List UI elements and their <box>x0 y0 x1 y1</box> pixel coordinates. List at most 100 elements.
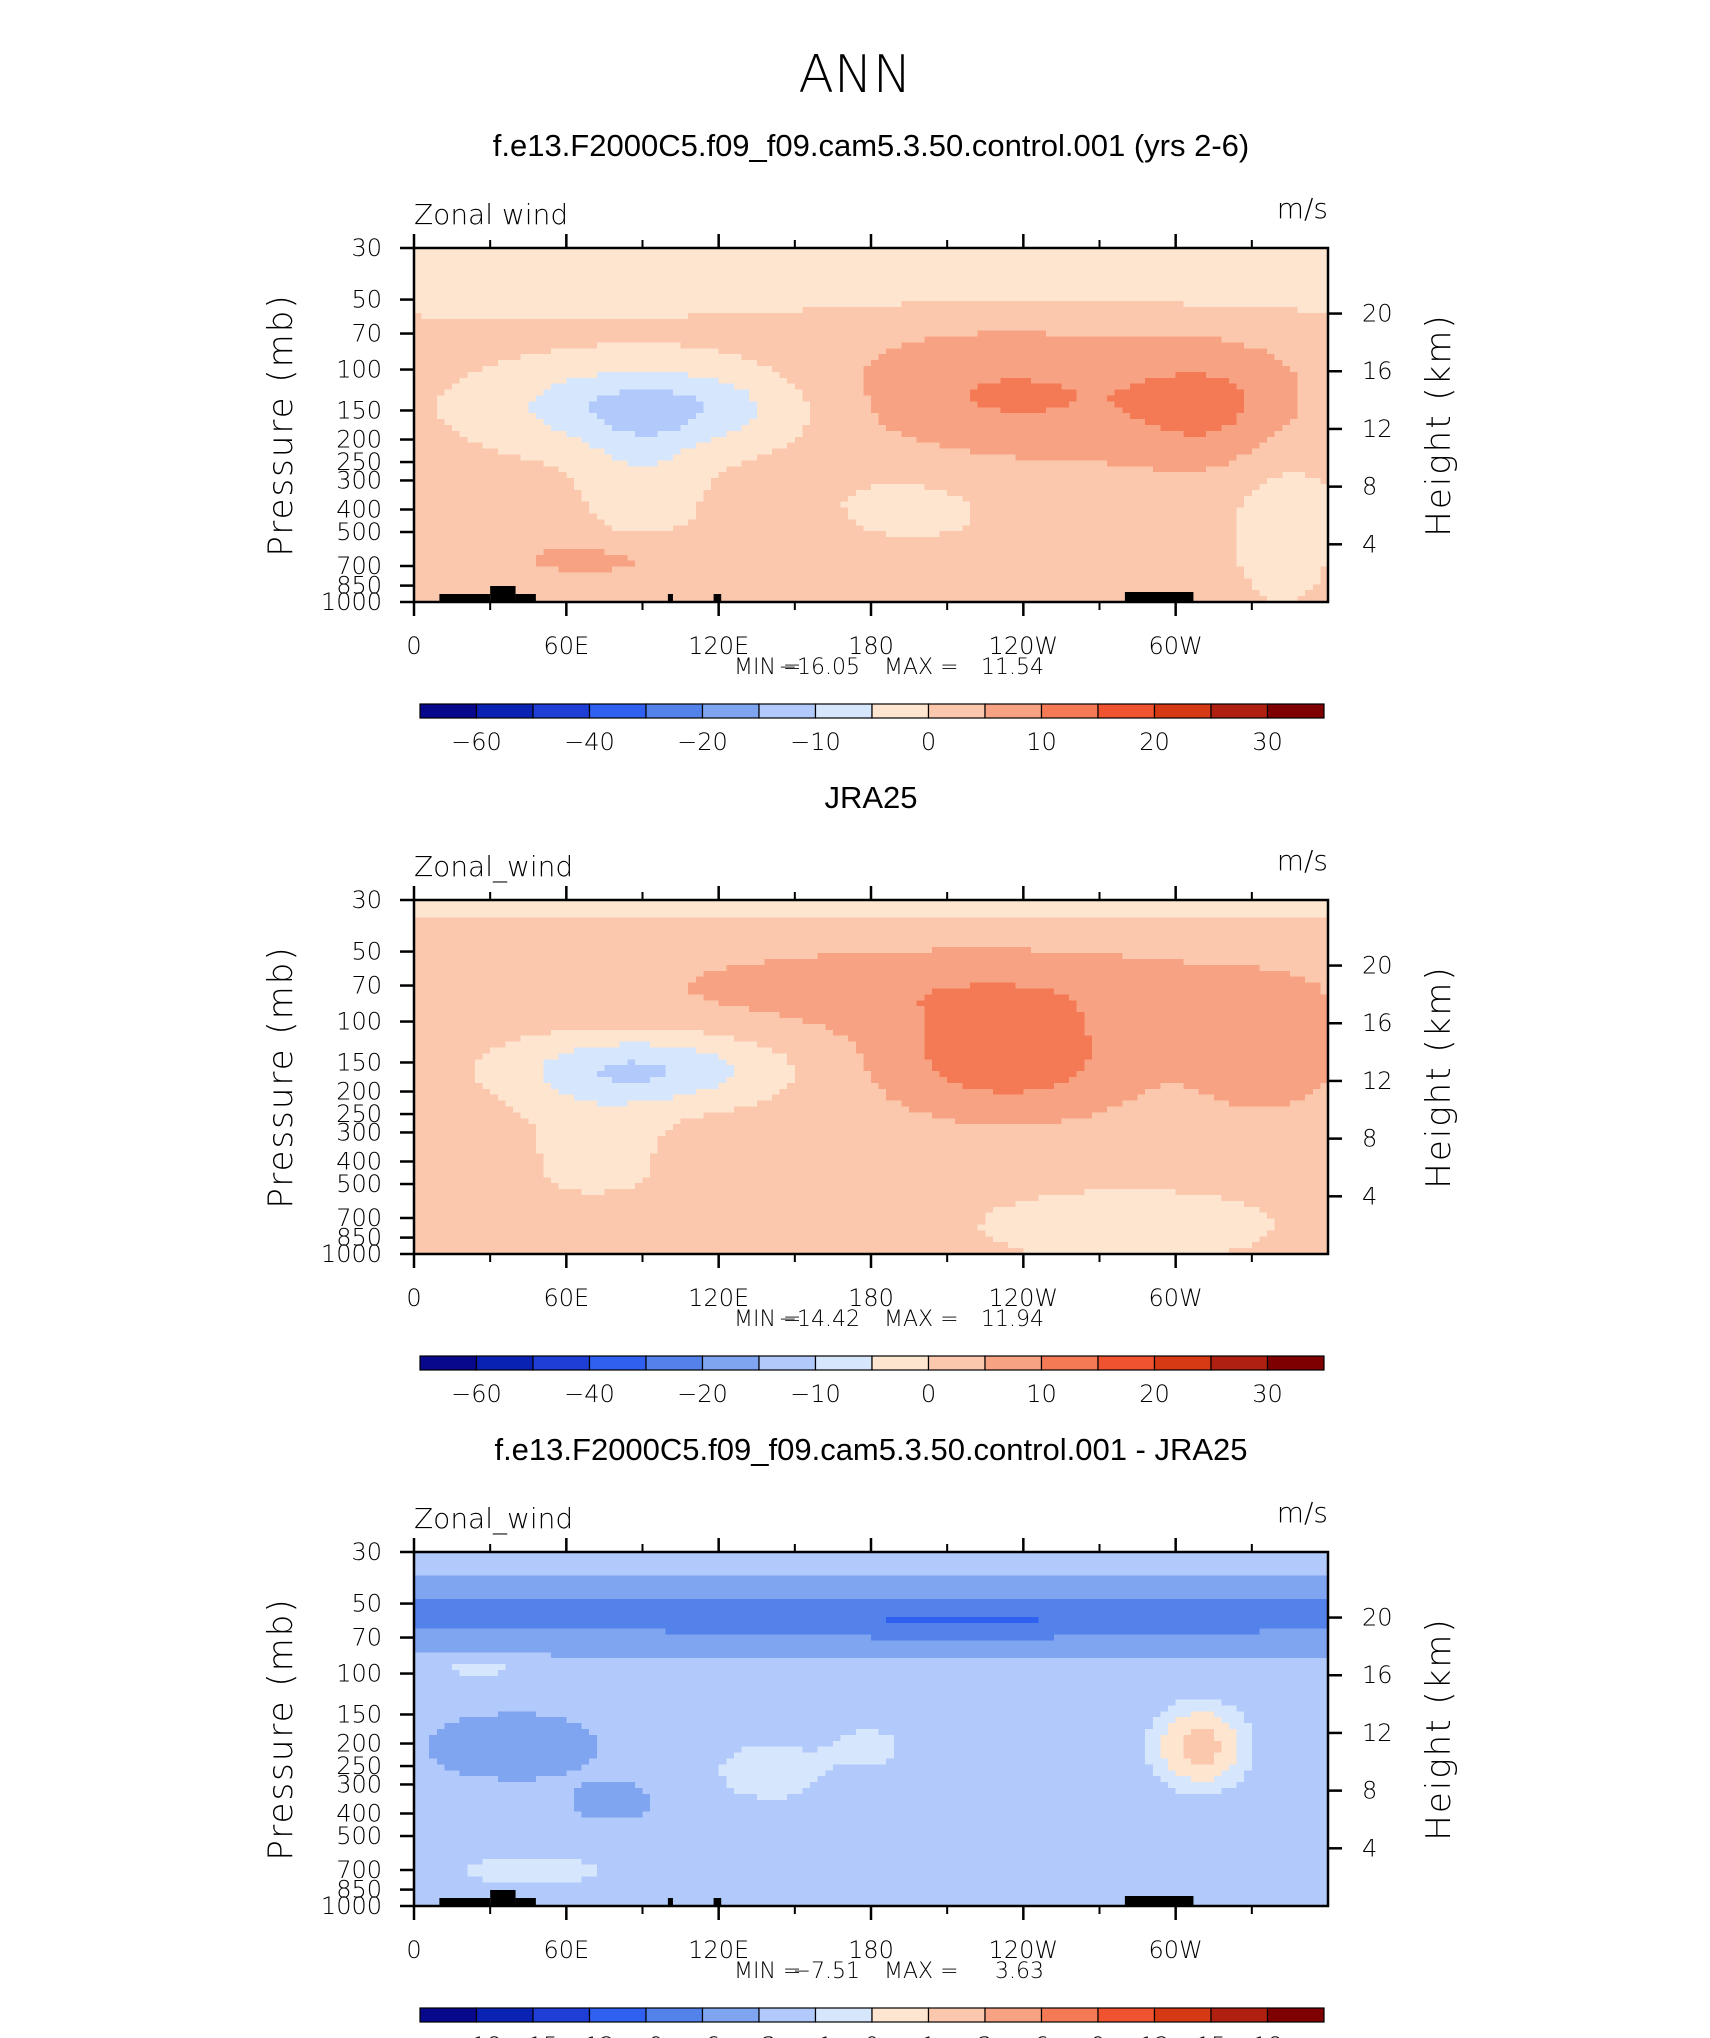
contour-cell <box>1114 324 1123 332</box>
contour-cell <box>642 289 651 296</box>
contour-cell <box>832 383 842 391</box>
contour-cell <box>787 324 796 332</box>
contour-cell <box>939 307 948 314</box>
contour-cell <box>474 277 484 284</box>
contour-cell <box>612 484 621 491</box>
contour-cell <box>954 348 963 355</box>
contour-cell <box>1122 354 1131 361</box>
contour-cell <box>497 265 506 273</box>
contour-cell <box>764 330 773 338</box>
contour-cell <box>787 442 796 450</box>
contour-cell <box>1000 425 1009 432</box>
contour-cell <box>558 348 567 355</box>
contour-cell <box>1145 371 1154 379</box>
contour-cell <box>794 354 804 361</box>
contour-cell <box>741 318 750 326</box>
contour-cell <box>1030 366 1040 373</box>
contour-cell <box>1221 307 1230 314</box>
contour-cell <box>886 478 895 485</box>
contour-cell <box>452 301 461 308</box>
contour-cell <box>787 436 796 444</box>
contour-cell <box>513 401 522 408</box>
contour-cell <box>1114 289 1123 296</box>
contour-cell <box>520 283 529 290</box>
contour-cell <box>810 419 819 426</box>
contour-cell <box>1221 425 1230 432</box>
contour-cell <box>756 430 765 438</box>
contour-cell <box>802 395 811 402</box>
contour-cell <box>650 301 659 308</box>
contour-cell <box>665 389 674 397</box>
contour-cell <box>718 265 727 273</box>
contour-cell <box>680 472 689 479</box>
contour-cell <box>1099 454 1108 461</box>
contour-cell <box>1213 295 1222 302</box>
contour-cell <box>604 430 613 438</box>
contour-cell <box>452 312 461 320</box>
contour-cell <box>1190 430 1200 438</box>
contour-cell <box>452 253 461 261</box>
contour-cell <box>749 289 758 296</box>
contour-cell <box>642 371 651 379</box>
contour-cell <box>871 401 880 408</box>
contour-cell <box>1038 330 1047 338</box>
contour-cell <box>1084 277 1093 284</box>
contour-cell <box>779 312 788 320</box>
contour-cell <box>992 389 1002 397</box>
contour-cell <box>893 472 903 479</box>
contour-cell <box>802 324 811 332</box>
contour-cell <box>414 454 423 461</box>
contour-cell <box>1114 454 1123 461</box>
contour-cell <box>1061 348 1070 355</box>
contour-cell <box>817 277 826 284</box>
contour-cell <box>1076 413 1085 420</box>
contour-cell <box>581 430 590 438</box>
contour-cell <box>1305 330 1314 338</box>
contour-cell <box>817 342 826 349</box>
contour-cell <box>954 336 963 343</box>
contour-cell <box>513 389 522 397</box>
contour-cell <box>1122 395 1131 402</box>
contour-cell <box>886 366 895 373</box>
contour-cell <box>1152 348 1162 355</box>
contour-cell <box>901 283 910 290</box>
contour-cell <box>733 489 743 497</box>
contour-cell <box>459 401 468 408</box>
contour-cell <box>672 466 682 473</box>
contour-cell <box>871 484 880 491</box>
contour-cell <box>688 330 697 338</box>
contour-cell <box>1114 401 1123 408</box>
contour-cell <box>924 259 933 267</box>
contour-cell <box>1206 277 1215 284</box>
contour-cell <box>551 430 560 438</box>
contour-cell <box>657 383 666 391</box>
contour-cell <box>1259 360 1268 367</box>
contour-cell <box>634 259 644 267</box>
contour-cell <box>832 466 842 473</box>
contour-cell <box>909 271 918 279</box>
contour-cell <box>992 395 1002 402</box>
contour-cell <box>909 348 918 355</box>
contour-cell <box>1114 430 1123 438</box>
contour-cell <box>1259 253 1268 261</box>
contour-cell <box>947 460 956 467</box>
contour-cell <box>733 265 743 273</box>
contour-cell <box>1076 342 1085 349</box>
contour-cell <box>886 413 895 420</box>
contour-cell <box>863 430 872 438</box>
contour-cell <box>459 324 468 332</box>
contour-cell <box>505 448 514 456</box>
contour-cell <box>429 366 438 373</box>
contour-cell <box>1114 472 1123 479</box>
contour-cell <box>429 389 438 397</box>
contour-cell <box>817 318 826 326</box>
contour-cell <box>1061 472 1070 479</box>
contour-cell <box>924 472 933 479</box>
contour-cell <box>535 324 545 332</box>
contour-cell <box>634 460 644 467</box>
contour-cell <box>1076 354 1085 361</box>
contour-cell <box>1213 277 1222 284</box>
contour-cell <box>794 383 804 391</box>
contour-cell <box>985 354 994 361</box>
contour-cell <box>1129 366 1139 373</box>
